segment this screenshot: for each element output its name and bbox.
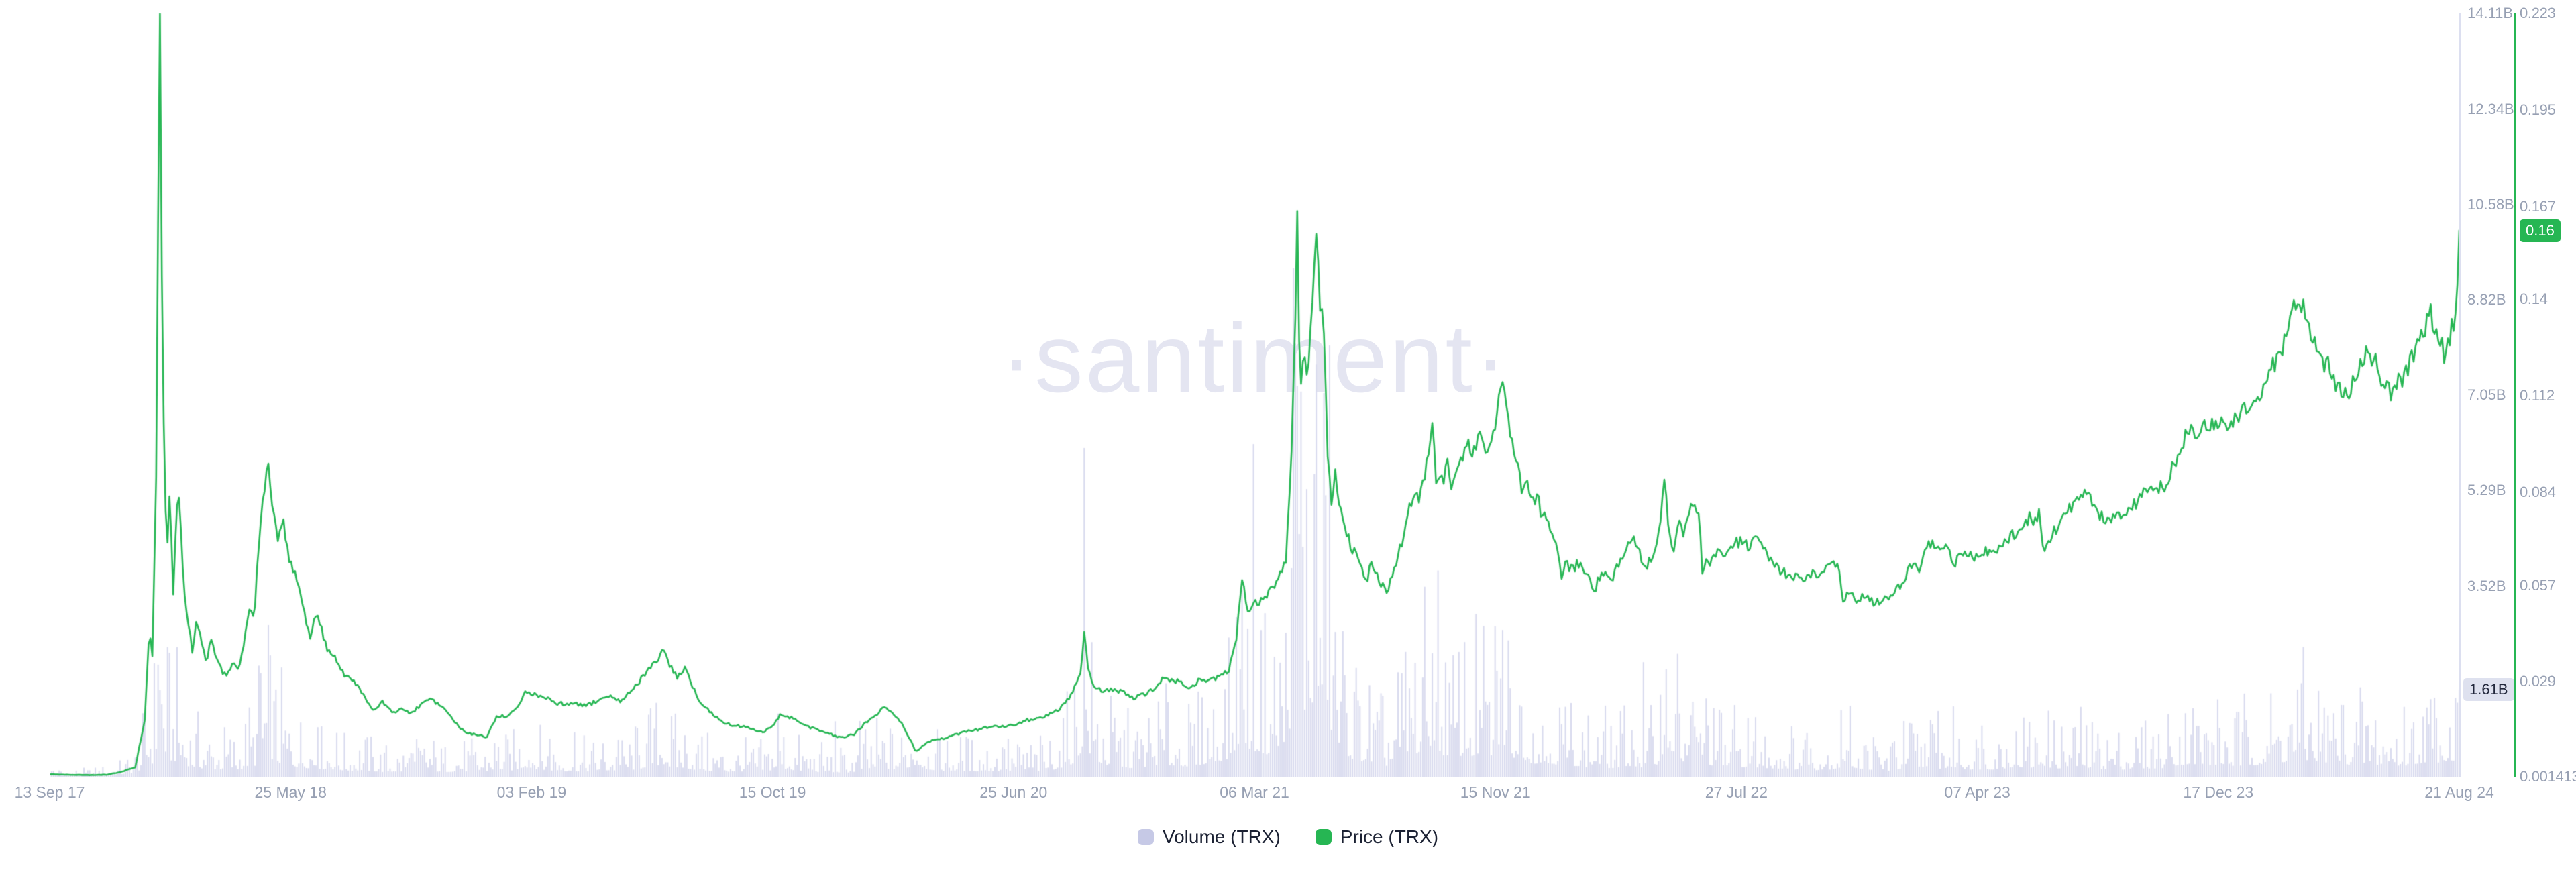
- volume-current-badge: 1.61B: [2463, 678, 2514, 702]
- legend-label-price: Price (TRX): [1340, 826, 1439, 847]
- price-current-badge: 0.16: [2520, 219, 2561, 242]
- price-axis-tick: 0.001413: [2520, 768, 2576, 785]
- price-axis-line: [2514, 13, 2516, 777]
- x-axis-date-label: 27 Jul 22: [1705, 783, 1768, 801]
- chart-plot-area[interactable]: [50, 13, 2459, 777]
- x-axis-date-label: 25 Jun 20: [979, 783, 1048, 801]
- price-axis-tick: 0.029: [2520, 673, 2556, 690]
- price-axis-tick: 0.195: [2520, 101, 2556, 118]
- price-axis-tick: 0.112: [2520, 387, 2555, 404]
- x-axis-date-label: 17 Dec 23: [2183, 783, 2254, 801]
- x-axis-date-label: 13 Sep 17: [14, 783, 85, 801]
- volume-axis-tick: 8.82B: [2467, 290, 2506, 308]
- legend-label-volume: Volume (TRX): [1162, 826, 1281, 847]
- price-swatch-icon: [1315, 829, 1332, 845]
- x-axis-date-label: 03 Feb 19: [496, 783, 567, 801]
- volume-axis-tick: 5.29B: [2467, 482, 2506, 499]
- x-axis-date-label: 21 Aug 24: [2424, 783, 2494, 801]
- x-axis-date-label: 15 Nov 21: [1460, 783, 1531, 801]
- legend-item-price[interactable]: Price (TRX): [1315, 826, 1439, 848]
- price-axis-tick: 0.057: [2520, 576, 2556, 594]
- price-axis-tick: 0.084: [2520, 483, 2556, 500]
- legend-item-volume[interactable]: Volume (TRX): [1137, 826, 1281, 848]
- volume-axis-tick: 10.58B: [2467, 195, 2514, 213]
- x-axis-date-label: 06 Mar 21: [1220, 783, 1289, 801]
- price-axis-tick: 0.167: [2520, 197, 2556, 215]
- price-axis-tick: 0.14: [2520, 290, 2548, 308]
- volume-axis-tick: 14.11B: [2467, 5, 2514, 21]
- x-axis-date-label: 15 Oct 19: [739, 783, 806, 801]
- volume-axis-line: [2459, 13, 2461, 777]
- volume-axis-tick: 7.05B: [2467, 386, 2506, 404]
- volume-axis-tick: 12.34B: [2467, 100, 2514, 117]
- x-axis-date-label: 07 Apr 23: [1944, 783, 2010, 801]
- legend: Volume (TRX) Price (TRX): [0, 826, 2576, 848]
- price-axis-tick: 0.223: [2520, 5, 2556, 21]
- volume-axis-tick: 3.52B: [2467, 578, 2506, 595]
- volume-swatch-icon: [1137, 829, 1154, 845]
- x-axis-date-label: 25 May 18: [254, 783, 327, 801]
